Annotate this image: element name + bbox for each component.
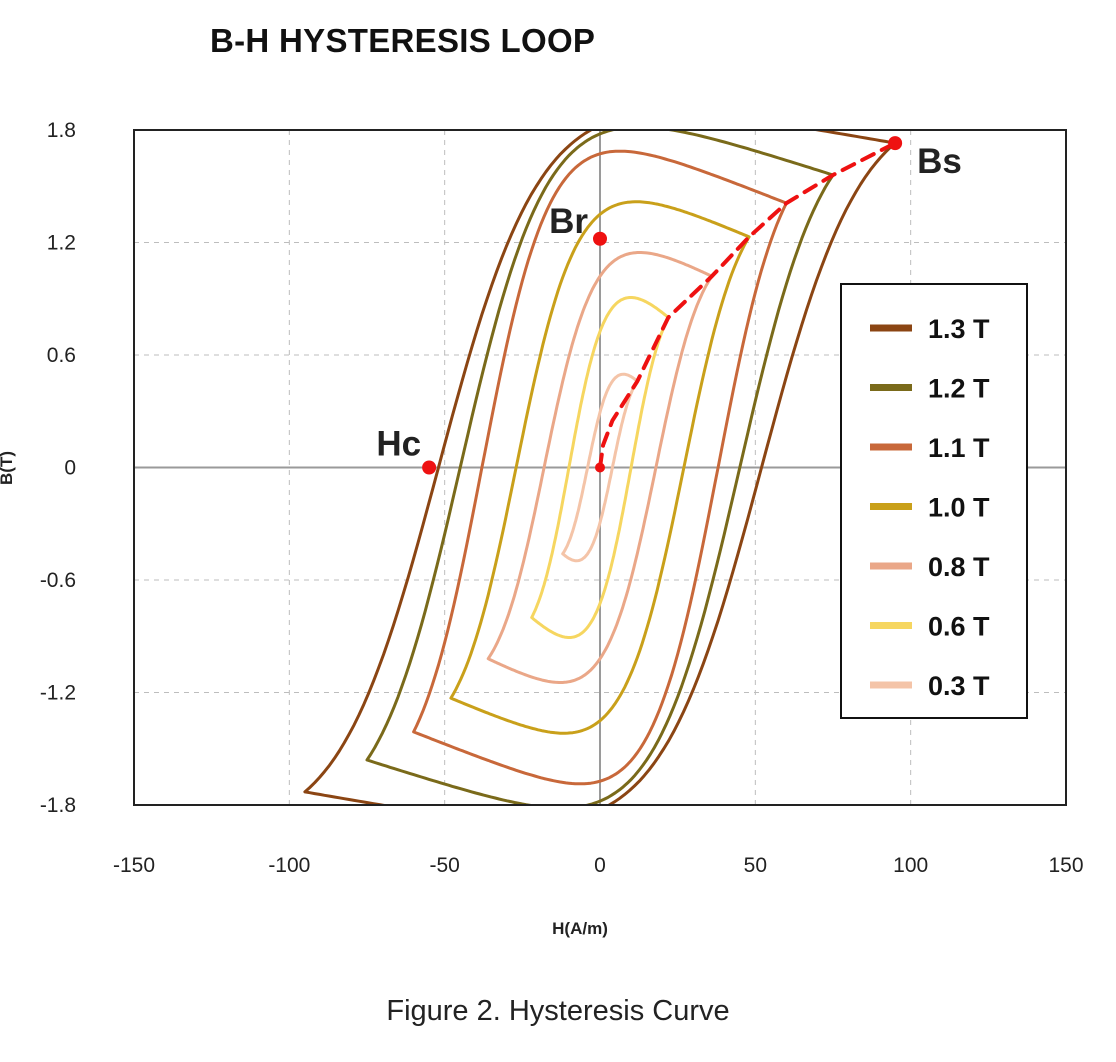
legend-label: 0.6 T: [928, 612, 990, 642]
plot-frame: [133, 129, 1067, 806]
label-br: Br: [549, 202, 588, 241]
initial-magnetization: [595, 141, 898, 473]
x-tick-label: 100: [893, 854, 928, 877]
x-tick-label: -150: [113, 854, 155, 877]
loop-1-1-T: [412, 149, 788, 786]
x-tick-label: 150: [1048, 854, 1083, 877]
y-axis-label: B(T): [0, 451, 16, 485]
point-hc: [422, 460, 437, 475]
legend-box: [840, 283, 1028, 719]
initial-magnetization-curve: [598, 141, 898, 470]
y-tick-label: -1.2: [40, 682, 76, 705]
y-tick-label: -1.8: [40, 794, 76, 817]
y-tick-label: 1.8: [47, 119, 76, 142]
x-tick-label: -100: [268, 854, 310, 877]
x-axis-label: H(A/m): [552, 919, 608, 938]
chart-title: B-H HYSTERESIS LOOP: [210, 22, 596, 59]
legend-label: 1.1 T: [928, 433, 990, 463]
loop-0-8-T: [486, 251, 714, 684]
y-tick-label: 1.2: [47, 232, 76, 255]
x-tick-label: 0: [594, 854, 606, 877]
loop-0-3-T: [561, 372, 639, 563]
legend-label: 0.8 T: [928, 552, 990, 582]
loop-1-3-T: [303, 130, 897, 805]
point-bs: [888, 136, 903, 151]
y-tick-label: 0: [64, 457, 76, 480]
x-tick-label: -50: [429, 854, 459, 877]
y-tick-label: -0.6: [40, 569, 76, 592]
y-tick-label: 0.6: [47, 344, 76, 367]
key-points: Bs Br Hc: [376, 136, 962, 475]
origin-point: [595, 462, 605, 473]
x-tick-labels: -150 -100 -50 0 50 100 150: [113, 854, 1084, 877]
legend-label: 1.0 T: [928, 493, 990, 523]
point-br: [593, 231, 607, 246]
legend-label: 1.2 T: [928, 374, 990, 404]
y-tick-labels: 1.8 1.2 0.6 0 -0.6 -1.2 -1.8: [40, 119, 76, 817]
legend: 1.3 T 1.2 T 1.1 T 1.0 T 0.8 T 0.6 T 0.3 T: [840, 283, 1028, 719]
x-tick-label: 50: [744, 854, 767, 877]
legend-label: 0.3 T: [928, 671, 990, 701]
loop-0-6-T: [530, 296, 670, 639]
figure-caption: Figure 2. Hysteresis Curve: [386, 995, 730, 1027]
loop-1-0-T: [449, 200, 751, 735]
legend-label: 1.3 T: [928, 314, 990, 344]
hysteresis-chart: -150 -100 -50 0 50 100 150 1.8 1.2 0.6 0 -0.6 -1.2 -…: [0, 119, 1084, 938]
label-bs: Bs: [917, 142, 962, 181]
label-hc: Hc: [376, 425, 421, 464]
